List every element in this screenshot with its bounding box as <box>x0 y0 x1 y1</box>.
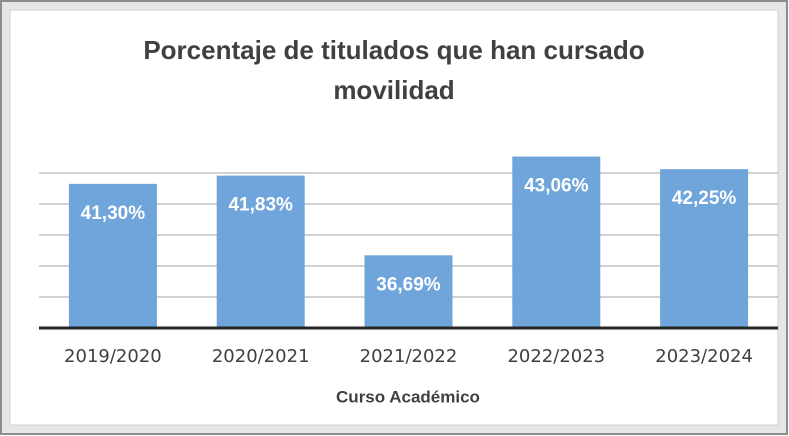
x-axis-title: Curso Académico <box>336 387 480 406</box>
data-label: 41,30% <box>81 203 146 224</box>
data-label: 42,25% <box>672 188 737 209</box>
x-tick-label: 2021/2022 <box>360 346 458 367</box>
x-tick-label: 2023/2024 <box>655 346 753 367</box>
data-label: 36,69% <box>376 274 441 295</box>
x-tick-label: 2020/2021 <box>212 346 310 367</box>
data-label: 43,06% <box>524 176 589 197</box>
bar <box>216 175 305 328</box>
bar <box>364 255 453 328</box>
x-tick-label: 2019/2020 <box>64 346 162 367</box>
chart-title: Porcentaje de titulados que han cursado … <box>143 35 645 105</box>
bar <box>68 183 157 328</box>
data-label: 41,83% <box>228 195 293 216</box>
bar <box>512 156 601 328</box>
x-tick-label: 2022/2023 <box>507 346 605 367</box>
bar <box>660 169 749 328</box>
